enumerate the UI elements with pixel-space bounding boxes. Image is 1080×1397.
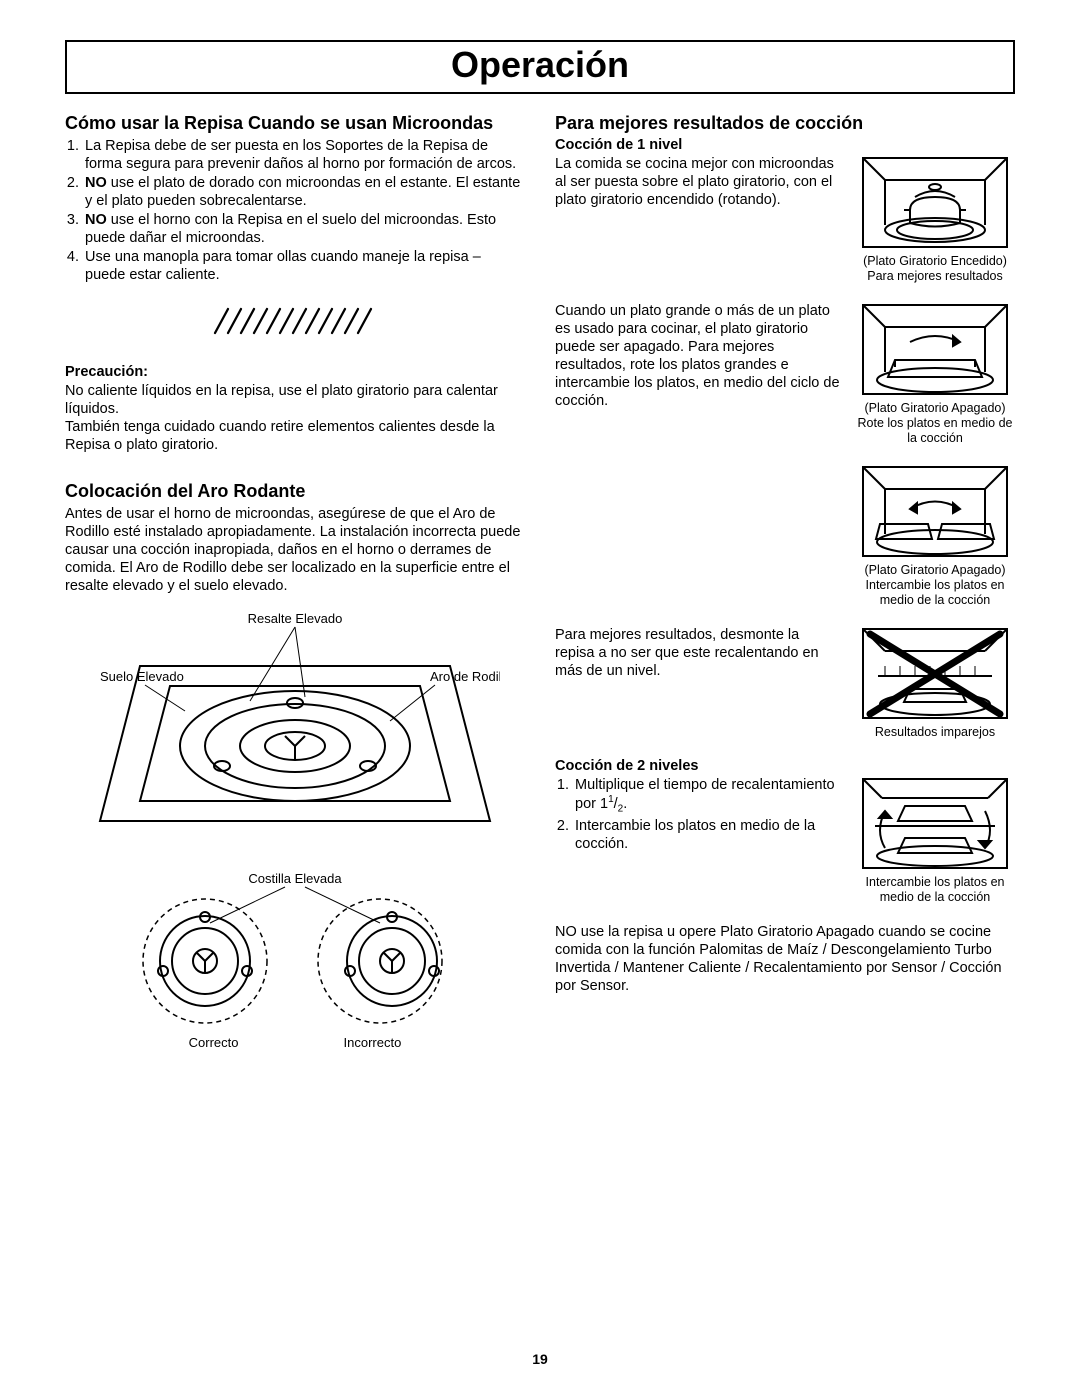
rack-illustration xyxy=(65,303,525,342)
right-column: Para mejores resultados de cocción Cocci… xyxy=(555,112,1015,1050)
heading-coccion1: Cocción de 1 nivel xyxy=(555,137,1015,153)
step-3: NO use el horno con la Repisa en el suel… xyxy=(83,211,525,247)
lbl-correcto: Correcto xyxy=(189,1035,239,1050)
lbl-costilla: Costilla Elevada xyxy=(248,871,342,886)
coccion1-text: La comida se cocina mejor con microondas… xyxy=(555,155,841,209)
fig-uneven-results: Resultados imparejos xyxy=(855,626,1015,740)
heading-aro: Colocación del Aro Rodante xyxy=(65,480,525,503)
c2-step1: Multiplique el tiempo de recalentamiento… xyxy=(573,776,841,816)
lbl-incorrecto: Incorrecto xyxy=(344,1035,402,1050)
precaucion-p2: También tenga cuidado cuando retire elem… xyxy=(65,418,525,454)
precaucion-p1: No caliente líquidos en la repisa, use e… xyxy=(65,382,525,418)
coccion1-text3: Para mejores resultados, desmonte la rep… xyxy=(555,626,841,680)
step-2: NO use el plato de dorado con microondas… xyxy=(83,174,525,210)
c2-step2: Intercambie los platos en medio de la co… xyxy=(573,817,841,853)
page-number: 19 xyxy=(0,1351,1080,1367)
coccion1-text2: Cuando un plato grande o más de un plato… xyxy=(555,302,841,411)
step-1: La Repisa debe de ser puesta en los Sopo… xyxy=(83,137,525,173)
step-4: Use una manopla para tomar ollas cuando … xyxy=(83,248,525,284)
precaucion-heading: Precaución: xyxy=(65,364,525,380)
coccion2-steps: Multiplique el tiempo de recalentamiento… xyxy=(555,776,841,854)
page-title: Operación xyxy=(67,44,1013,86)
left-column: Cómo usar la Repisa Cuando se usan Micro… xyxy=(65,112,525,1050)
fig-two-level: Intercambie los platos en medio de la co… xyxy=(855,776,1015,905)
fig-turntable-off-swap: (Plato Giratorio Apagado)Intercambie los… xyxy=(855,464,1015,608)
page-title-box: Operación xyxy=(65,40,1015,94)
lbl-aro: Aro de Rodillo xyxy=(430,669,500,684)
heading-coccion2: Cocción de 2 niveles xyxy=(555,758,1015,774)
repisa-steps: La Repisa debe de ser puesta en los Sopo… xyxy=(65,137,525,285)
lbl-suelo: Suelo Elevado xyxy=(100,669,184,684)
fig-turntable-off-rotate: (Plato Giratorio Apagado)Rote los platos… xyxy=(855,302,1015,446)
no-use-warning: NO use la repisa u opere Plato Giratorio… xyxy=(555,923,1015,996)
correct-incorrect-diagram: Costilla Elevada xyxy=(65,871,525,1050)
ring-placement-diagram: Resalte Elevado Suelo Elevado Aro de Rod… xyxy=(65,611,525,841)
aro-paragraph: Antes de usar el horno de microondas, as… xyxy=(65,505,525,596)
lbl-resalte: Resalte Elevado xyxy=(248,611,343,626)
fig-turntable-on: (Plato Giratorio Encedido)Para mejores r… xyxy=(855,155,1015,284)
heading-repisa: Cómo usar la Repisa Cuando se usan Micro… xyxy=(65,112,525,135)
heading-mejores: Para mejores resultados de cocción xyxy=(555,112,1015,135)
